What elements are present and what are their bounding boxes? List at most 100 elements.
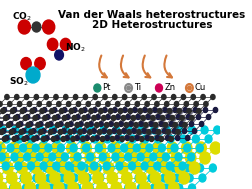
Circle shape bbox=[151, 94, 155, 99]
Circle shape bbox=[146, 129, 150, 135]
Circle shape bbox=[126, 86, 130, 90]
Circle shape bbox=[160, 162, 170, 174]
Circle shape bbox=[171, 94, 175, 99]
Circle shape bbox=[60, 162, 70, 174]
Circle shape bbox=[28, 135, 35, 143]
Circle shape bbox=[199, 122, 203, 126]
Circle shape bbox=[72, 129, 76, 133]
Circle shape bbox=[0, 172, 3, 184]
Circle shape bbox=[175, 184, 182, 189]
Circle shape bbox=[61, 129, 66, 133]
Circle shape bbox=[11, 182, 21, 189]
Circle shape bbox=[27, 152, 38, 164]
Text: Van der Waals heterostructures: Van der Waals heterostructures bbox=[58, 10, 245, 20]
Circle shape bbox=[57, 144, 64, 152]
Circle shape bbox=[101, 115, 106, 121]
Circle shape bbox=[96, 101, 100, 106]
Circle shape bbox=[85, 115, 90, 119]
Circle shape bbox=[170, 152, 181, 164]
Circle shape bbox=[92, 108, 97, 112]
Circle shape bbox=[13, 115, 18, 121]
Circle shape bbox=[96, 182, 107, 189]
Circle shape bbox=[164, 101, 168, 106]
Circle shape bbox=[114, 122, 118, 128]
Circle shape bbox=[42, 152, 52, 164]
Circle shape bbox=[178, 172, 189, 184]
Circle shape bbox=[176, 108, 181, 114]
Circle shape bbox=[68, 182, 78, 189]
Circle shape bbox=[154, 135, 161, 143]
Circle shape bbox=[170, 164, 177, 172]
Circle shape bbox=[37, 101, 41, 106]
Circle shape bbox=[139, 136, 143, 142]
Text: Pt: Pt bbox=[102, 84, 110, 92]
Circle shape bbox=[181, 94, 185, 99]
Circle shape bbox=[43, 164, 50, 172]
Circle shape bbox=[16, 135, 22, 143]
Circle shape bbox=[2, 129, 6, 133]
Circle shape bbox=[40, 108, 44, 114]
Circle shape bbox=[20, 108, 24, 114]
Circle shape bbox=[95, 142, 105, 154]
Circle shape bbox=[48, 129, 53, 135]
Circle shape bbox=[162, 153, 169, 161]
Circle shape bbox=[35, 172, 46, 184]
Circle shape bbox=[96, 174, 103, 182]
Circle shape bbox=[196, 108, 200, 114]
Circle shape bbox=[79, 108, 83, 114]
Circle shape bbox=[58, 174, 65, 182]
Circle shape bbox=[12, 108, 16, 112]
Circle shape bbox=[42, 20, 54, 34]
Circle shape bbox=[38, 122, 43, 126]
Circle shape bbox=[131, 115, 135, 121]
Circle shape bbox=[167, 142, 177, 154]
Circle shape bbox=[31, 162, 42, 174]
Text: CO$_2$: CO$_2$ bbox=[12, 11, 32, 23]
Circle shape bbox=[78, 129, 82, 135]
Circle shape bbox=[0, 101, 2, 106]
Circle shape bbox=[132, 162, 142, 174]
Circle shape bbox=[135, 172, 146, 184]
Circle shape bbox=[32, 136, 36, 142]
Circle shape bbox=[78, 172, 88, 184]
Circle shape bbox=[41, 136, 46, 142]
Circle shape bbox=[82, 129, 86, 133]
Circle shape bbox=[42, 108, 47, 112]
Circle shape bbox=[88, 162, 99, 174]
Circle shape bbox=[95, 144, 102, 152]
Circle shape bbox=[91, 135, 98, 143]
Circle shape bbox=[165, 136, 169, 140]
Circle shape bbox=[4, 115, 8, 121]
Circle shape bbox=[166, 115, 170, 119]
Circle shape bbox=[52, 142, 62, 154]
Circle shape bbox=[158, 144, 165, 152]
Circle shape bbox=[209, 164, 215, 172]
Circle shape bbox=[1, 108, 5, 114]
Circle shape bbox=[198, 174, 205, 182]
Circle shape bbox=[93, 94, 97, 99]
Circle shape bbox=[53, 135, 60, 143]
Circle shape bbox=[109, 142, 120, 154]
Circle shape bbox=[97, 129, 102, 135]
Circle shape bbox=[125, 115, 130, 119]
Circle shape bbox=[178, 162, 185, 170]
Circle shape bbox=[23, 153, 30, 161]
Circle shape bbox=[49, 126, 56, 134]
Circle shape bbox=[121, 115, 125, 121]
Circle shape bbox=[108, 144, 114, 152]
Circle shape bbox=[32, 129, 36, 133]
Circle shape bbox=[10, 184, 17, 189]
Circle shape bbox=[196, 144, 203, 152]
Circle shape bbox=[17, 162, 27, 174]
Circle shape bbox=[49, 172, 60, 184]
Circle shape bbox=[25, 115, 30, 119]
Circle shape bbox=[6, 122, 11, 128]
Circle shape bbox=[150, 126, 157, 134]
Circle shape bbox=[193, 108, 197, 112]
Circle shape bbox=[90, 136, 94, 142]
Circle shape bbox=[15, 136, 19, 140]
Circle shape bbox=[129, 122, 133, 126]
Circle shape bbox=[20, 174, 27, 182]
Circle shape bbox=[62, 126, 69, 134]
Circle shape bbox=[137, 108, 142, 114]
